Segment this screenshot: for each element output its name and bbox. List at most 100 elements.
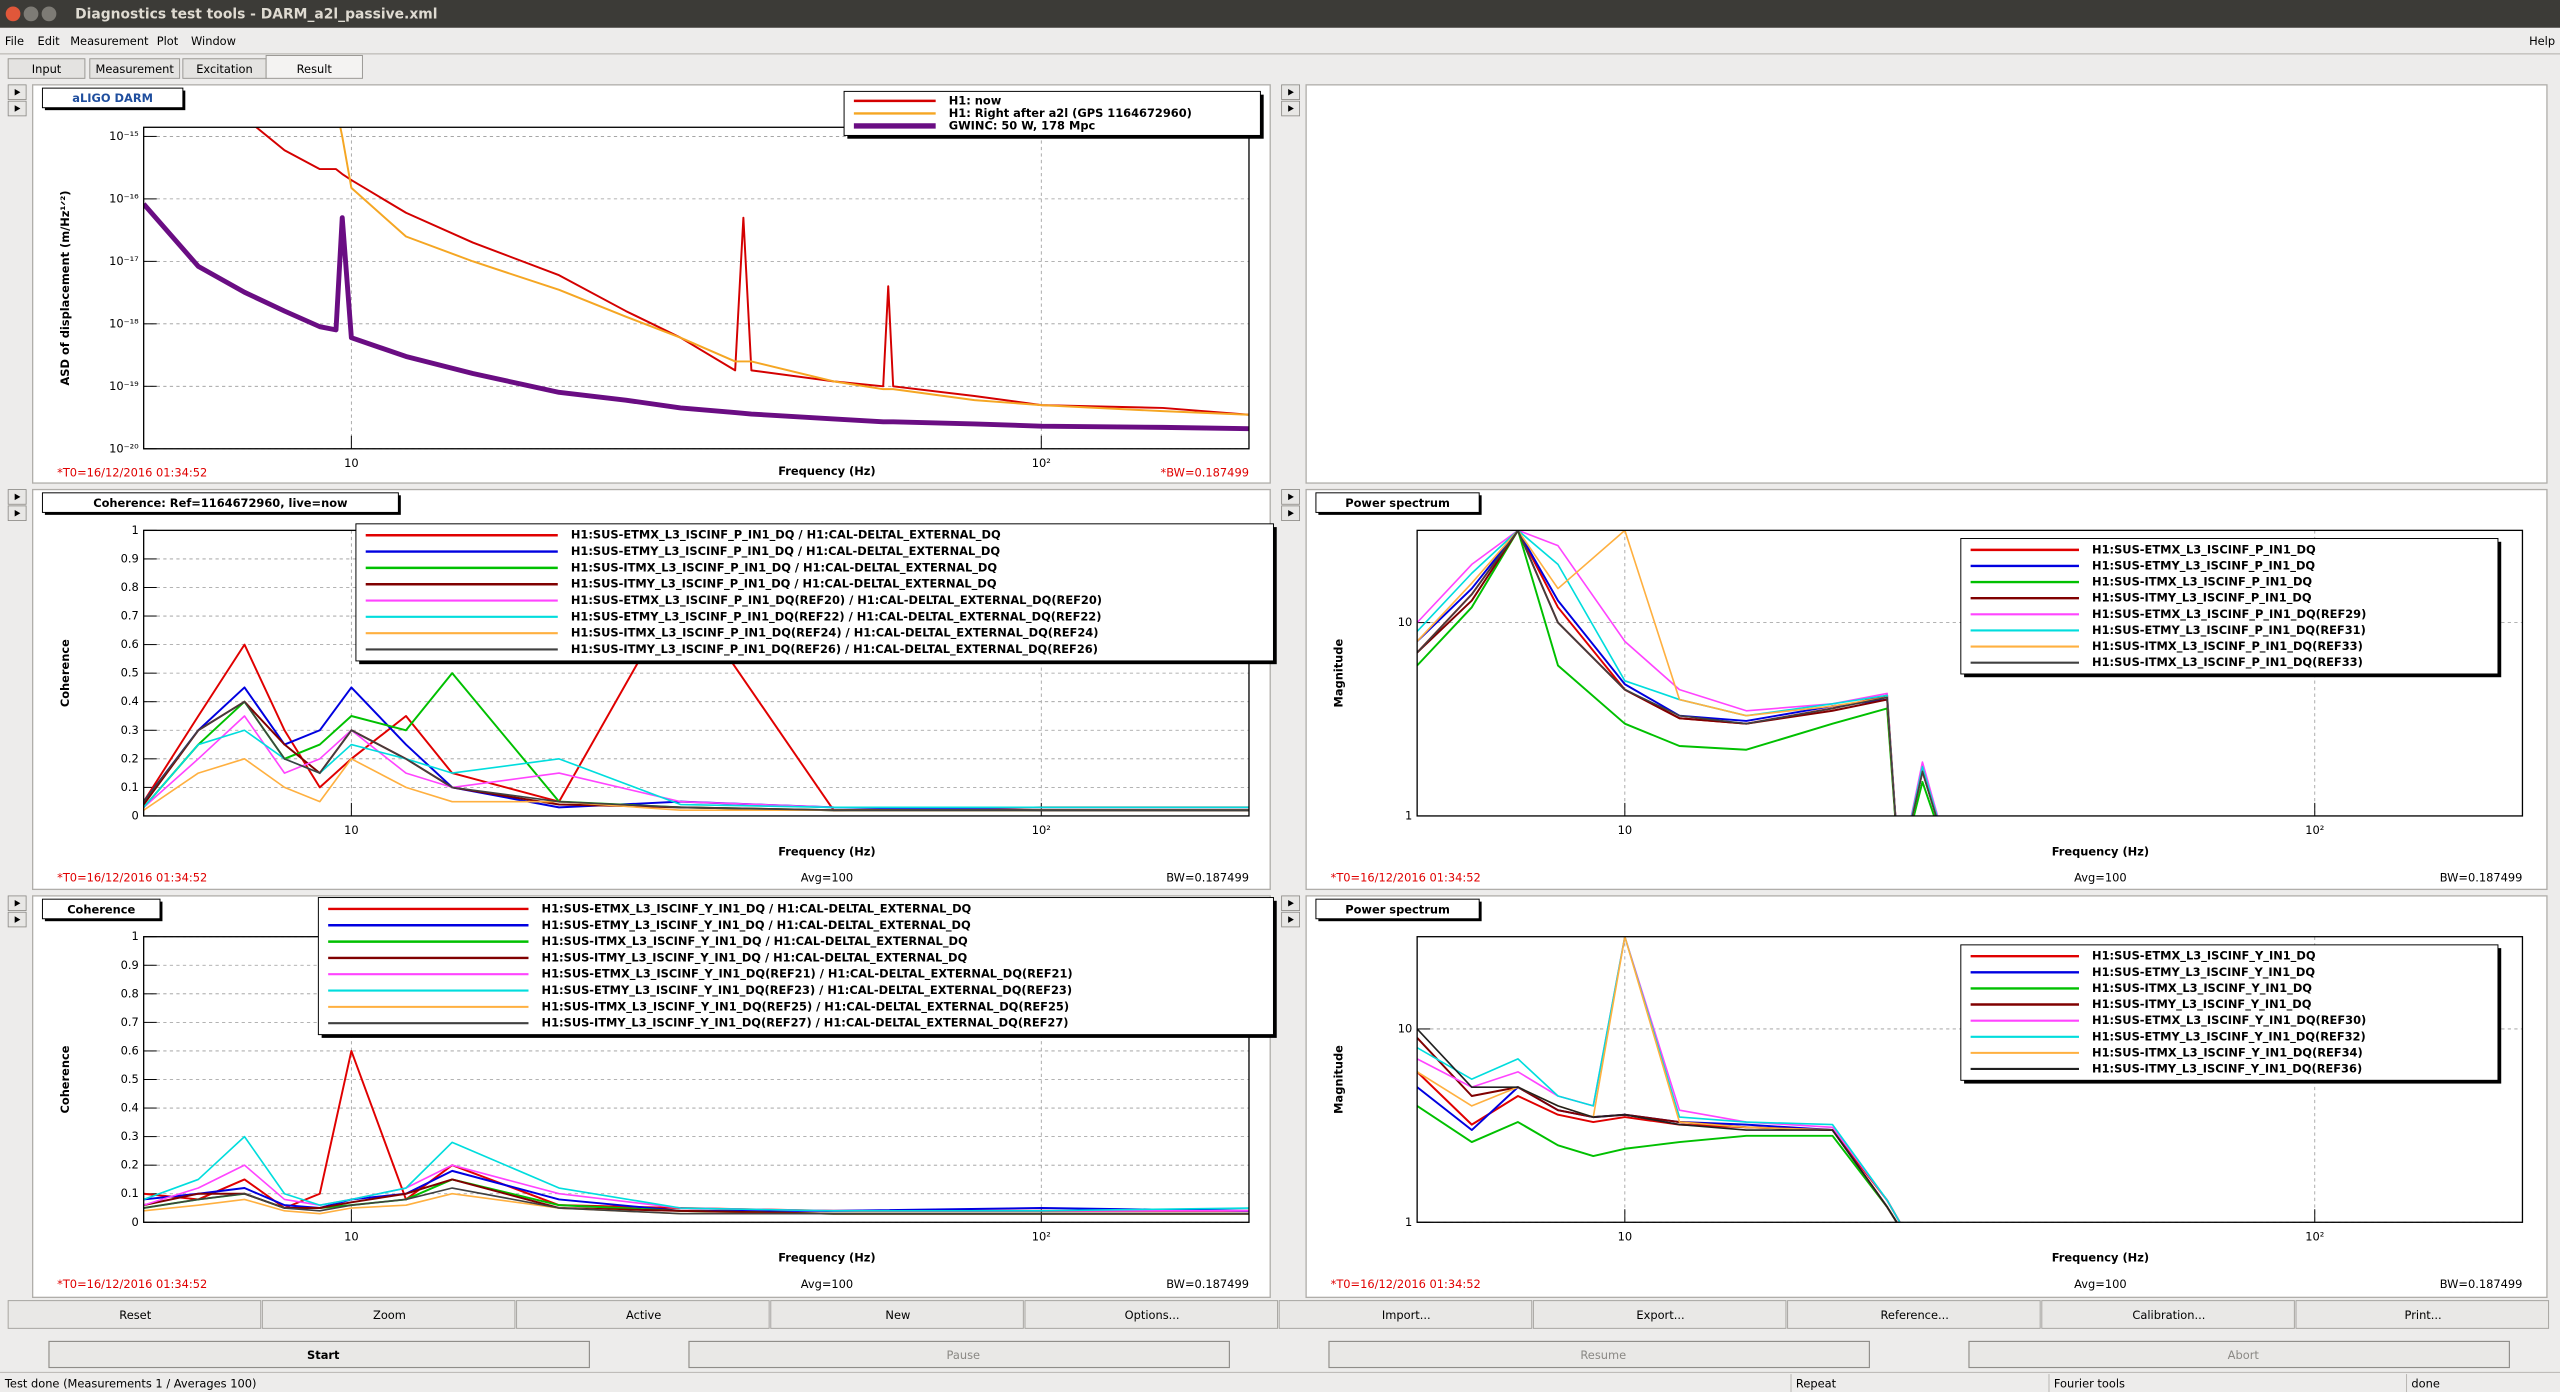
y-tick-label: 1 <box>1405 808 1412 822</box>
data-line <box>1417 936 1901 1223</box>
legend-label: H1:SUS-ITMY_L3_ISCINF_P_IN1_DQ / H1:CAL-… <box>571 577 997 592</box>
toolbar-button[interactable] <box>1532 1300 1787 1329</box>
legend-label: H1:SUS-ETMX_L3_ISCINF_P_IN1_DQ <box>2092 542 2316 557</box>
legend-label: H1:SUS-ETMY_L3_ISCINF_Y_IN1_DQ <box>2092 965 2315 980</box>
footer-avg: Avg=100 <box>2074 1277 2126 1291</box>
legend-label: H1:SUS-ITMX_L3_ISCINF_Y_IN1_DQ <box>2092 981 2312 996</box>
tab[interactable] <box>89 58 181 79</box>
y-axis-label: Coherence <box>58 1045 72 1113</box>
toolbar-button[interactable] <box>261 1300 516 1329</box>
toolbar-button[interactable] <box>516 1300 770 1329</box>
legend-label: H1:SUS-ETMY_L3_ISCINF_Y_IN1_DQ / H1:CAL-… <box>542 918 971 933</box>
footer-t0: *T0=16/12/2016 01:34:52 <box>57 466 207 480</box>
data-line <box>339 127 1249 416</box>
toolbar-button-label[interactable]: Options... <box>1125 1308 1180 1322</box>
menu-help[interactable]: Help <box>2529 34 2555 48</box>
x-tick-label: 10 <box>344 1229 359 1243</box>
toolbar-button-label[interactable]: Reset <box>119 1308 151 1322</box>
empty-panel <box>1305 84 2548 484</box>
legend-label: H1:SUS-ITMY_L3_ISCINF_P_IN1_DQ(REF26) / … <box>571 642 1098 657</box>
y-tick-label: 0.8 <box>121 580 139 594</box>
tab[interactable] <box>265 54 363 79</box>
legend-label: H1:SUS-ITMX_L3_ISCINF_P_IN1_DQ(REF33) <box>2092 655 2363 670</box>
maximize-button[interactable] <box>41 6 57 22</box>
legend-label: H1:SUS-ETMX_L3_ISCINF_P_IN1_DQ / H1:CAL-… <box>571 528 1001 543</box>
legend-label: H1:SUS-ITMY_L3_ISCINF_Y_IN1_DQ(REF36) <box>2092 1061 2362 1076</box>
x-tick-label: 10² <box>2305 823 2324 837</box>
menu-item[interactable]: Window <box>191 34 236 48</box>
menu-item[interactable]: Measurement <box>70 34 149 48</box>
legend-label: H1:SUS-ITMY_L3_ISCINF_Y_IN1_DQ(REF27) / … <box>542 1016 1069 1031</box>
toolbar-button-label[interactable]: Import... <box>1382 1308 1431 1322</box>
menu-item[interactable]: Plot <box>157 34 179 48</box>
control-button-label[interactable]: Abort <box>2228 1348 2260 1362</box>
legend-label: H1:SUS-ETMY_L3_ISCINF_P_IN1_DQ(REF22) / … <box>571 609 1102 624</box>
legend-label: H1:SUS-ETMY_L3_ISCINF_P_IN1_DQ(REF31) <box>2092 623 2366 638</box>
legend-label: H1:SUS-ITMX_L3_ISCINF_P_IN1_DQ(REF24) / … <box>571 626 1099 641</box>
y-tick-label: 10⁻¹⁵ <box>109 129 139 143</box>
panel-title-box <box>41 87 184 109</box>
legend-box <box>1960 538 2499 675</box>
y-tick-label: 0.5 <box>121 666 139 680</box>
toolbar-button-label[interactable]: Reference... <box>1881 1308 1949 1322</box>
panel-arrow-icon <box>14 509 21 517</box>
control-button[interactable] <box>1968 1340 2510 1369</box>
tab-label[interactable]: Measurement <box>96 62 175 76</box>
panel-title: Coherence: Ref=1164672960, live=now <box>93 496 348 510</box>
toolbar-button[interactable] <box>2295 1300 2550 1329</box>
toolbar-button[interactable] <box>2041 1300 2295 1329</box>
control-button[interactable] <box>48 1340 590 1369</box>
toolbar-button-label[interactable]: Export... <box>1636 1308 1684 1322</box>
footer-bw: BW=0.187499 <box>2440 870 2523 884</box>
legend-label: GWINC: 50 W, 178 Mpc <box>949 118 1096 132</box>
y-tick-label: 0.9 <box>121 958 139 972</box>
control-button-label[interactable]: Start <box>307 1348 340 1362</box>
toolbar-button[interactable] <box>1024 1300 1279 1329</box>
plot-panel: 10 10²110H1:SUS-ETMX_L3_ISCINF_Y_IN1_DQH1… <box>1305 895 2548 1299</box>
toolbar-button-label[interactable]: New <box>885 1308 910 1322</box>
tab-label[interactable]: Input <box>32 62 62 76</box>
toolbar-button[interactable] <box>1787 1300 2041 1329</box>
footer-t0: *T0=16/12/2016 01:34:52 <box>57 870 207 884</box>
toolbar-button-label[interactable]: Calibration... <box>2132 1308 2205 1322</box>
legend-label: H1:SUS-ETMX_L3_ISCINF_P_IN1_DQ(REF20) / … <box>571 593 1102 608</box>
toolbar-button-label[interactable]: Active <box>626 1308 661 1322</box>
minimize-button[interactable] <box>23 6 39 22</box>
toolbar-button[interactable] <box>7 1300 262 1329</box>
y-tick-label: 0.6 <box>121 1043 139 1057</box>
control-button-label[interactable]: Resume <box>1580 1348 1626 1362</box>
legend-label: H1:SUS-ITMX_L3_ISCINF_P_IN1_DQ <box>2092 575 2312 590</box>
control-button-label[interactable]: Pause <box>946 1348 980 1362</box>
toolbar-button[interactable] <box>770 1300 1024 1329</box>
y-axis-label: Magnitude <box>1331 1045 1345 1114</box>
data-line <box>143 1187 1249 1215</box>
status-state: done <box>2411 1376 2439 1390</box>
tab-label[interactable]: Excitation <box>196 62 253 76</box>
menu-item[interactable]: Edit <box>38 34 61 48</box>
control-button[interactable] <box>688 1340 1230 1369</box>
data-line <box>143 700 1249 812</box>
toolbar-button-label[interactable]: Zoom <box>373 1308 406 1322</box>
window-title: Diagnostics test tools - DARM_a2l_passiv… <box>75 7 437 23</box>
x-axis-label: Frequency (Hz) <box>778 464 875 478</box>
legend-label: H1:SUS-ETMX_L3_ISCINF_Y_IN1_DQ <box>2092 949 2316 964</box>
y-tick-label: 0.1 <box>121 1186 139 1200</box>
x-axis-label: Frequency (Hz) <box>2052 844 2149 858</box>
x-tick-label: 10 <box>1618 1229 1633 1243</box>
toolbar-button[interactable] <box>1278 1300 1533 1329</box>
close-button[interactable] <box>5 6 21 22</box>
footer-avg: Avg=100 <box>2074 870 2126 884</box>
footer-avg: Avg=100 <box>801 870 853 884</box>
legend-label: H1:SUS-ITMY_L3_ISCINF_Y_IN1_DQ / H1:CAL-… <box>542 950 968 965</box>
toolbar-button-label[interactable]: Print... <box>2405 1308 2442 1322</box>
y-tick-label: 10 <box>1398 1021 1413 1035</box>
panel-arrow-icon <box>1288 105 1294 112</box>
tab-label[interactable]: Result <box>297 62 333 76</box>
legend-label: H1:SUS-ETMX_L3_ISCINF_P_IN1_DQ(REF29) <box>2092 607 2366 622</box>
legend-box <box>317 897 1274 1036</box>
legend-label: H1:SUS-ETMY_L3_ISCINF_P_IN1_DQ / H1:CAL-… <box>571 544 1001 559</box>
tab[interactable] <box>7 58 86 79</box>
control-button[interactable] <box>1328 1340 1870 1369</box>
menu-item[interactable]: File <box>5 34 24 48</box>
